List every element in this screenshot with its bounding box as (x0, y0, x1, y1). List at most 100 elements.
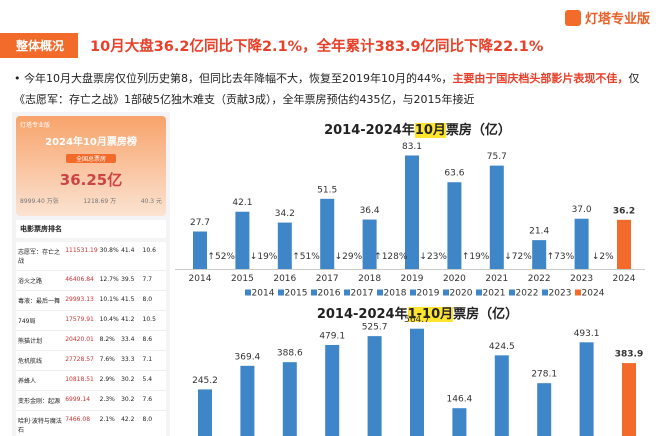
bar (282, 362, 297, 436)
table-cell: 毒液：最后一舞 (18, 298, 61, 305)
x-tick-label: 2020 (443, 274, 466, 284)
title-part: 1-10月 (407, 307, 454, 322)
data-label: 83.1 (402, 142, 422, 152)
bar (193, 231, 207, 270)
data-label: 146.4 (447, 395, 473, 405)
data-label: 27.7 (190, 218, 210, 228)
header-tag: 整体概况 (0, 32, 79, 58)
table-cell: 8.2% (99, 336, 115, 343)
data-label: 383.9 (615, 350, 643, 360)
table-cell: 变形金刚：起源 (18, 398, 61, 405)
x-tick-label: 2022 (528, 274, 551, 284)
data-label: 36.4 (360, 206, 380, 216)
header: 整体概况 10月大盘36.2亿同比下降2.1%，全年累计383.9亿同比下降22.… (0, 32, 660, 58)
title-part: 2014-2024年 (324, 123, 415, 138)
data-label: 37.0 (572, 205, 592, 215)
table-cell: 哈利·波特与魔法石 (18, 418, 62, 434)
bar (494, 355, 509, 436)
headline: 10月大盘36.2亿同比下降2.1%，全年累计383.9亿同比下降22.1% (90, 38, 544, 55)
legend-swatch (311, 289, 317, 296)
data-label: 36.2 (613, 206, 635, 216)
table-cell: 危机航线 (18, 358, 43, 365)
data-label: 278.1 (531, 370, 557, 380)
title-part: 2014-2024年 (316, 307, 408, 322)
table-cell: 熊猫计划 (18, 338, 43, 345)
bar (579, 342, 594, 436)
legend-swatch (377, 289, 383, 296)
x-tick-label: 2017 (316, 274, 339, 284)
table-cell: 111531.19 (65, 247, 98, 254)
table-cell: 33.4 (121, 336, 135, 343)
legend-label: 2015 (285, 289, 308, 299)
legend-label: 2019 (417, 289, 440, 299)
x-tick-label: 2014 (189, 274, 212, 284)
table-row: 哈利·波特与魔法石 7466.08 2.1% 42.2 8.0 (16, 411, 166, 436)
table-cell: 39.5 (121, 276, 135, 283)
growth-label: ↑73% (547, 252, 575, 262)
data-label: 493.1 (574, 329, 600, 339)
charts: 27.7 2014 42.1 2015 34.2 2016 51.5 2017 36.4 2018… (175, 142, 645, 436)
title-part: 10月 (414, 123, 446, 138)
table-cell: 10.5 (142, 316, 156, 323)
table-row: 毒液：最后一舞 29993.13 10.1% 41.5 8.0 (16, 291, 166, 311)
growth-label: ↓72% (504, 252, 532, 262)
table-cell: 浴火之路 (18, 278, 43, 285)
growth-label: ↑19% (462, 252, 490, 262)
table-row: 志愿军：存亡之战 111531.19 30.8% 41.4 10.6 (16, 242, 166, 271)
legend-label: 2018 (384, 289, 407, 299)
bar (410, 328, 424, 436)
table-cell: 8.0 (142, 416, 153, 423)
x-tick-label: 2018 (358, 274, 381, 284)
table-cell: 7.1 (142, 356, 153, 363)
legend-label: 2021 (483, 289, 506, 299)
section-title: 电影票房排名 (16, 220, 166, 238)
table-cell: 30.2 (121, 376, 135, 383)
table-cell: 10.4% (99, 316, 119, 323)
table-cell: 46406.84 (65, 276, 94, 283)
bullet-text: 仅《志愿军：存亡之战》1部破5亿独木难支（贡献3成），全年票房预估约435亿，与… (14, 72, 640, 106)
growth-label: ↓23% (419, 252, 447, 262)
table-cell: 20420.01 (65, 336, 94, 343)
legend-label: 2023 (549, 289, 572, 299)
growth-label: ↑51% (292, 252, 320, 262)
data-label: 388.6 (277, 349, 303, 359)
stats: 8999.40 万张 1218.69 万 40.3 元 (20, 196, 162, 205)
table-cell: 33.3 (121, 356, 135, 363)
growth-label: ↑128% (374, 252, 408, 262)
bar (452, 408, 467, 436)
phone-screenshot: 灯塔专业版 2024年10月票房榜 全国总票房 36.25亿 8999.40 万… (12, 112, 170, 436)
table-row: 749局 17579.91 10.4% 41.2 10.5 (16, 311, 166, 331)
logo: 灯塔专业版 (564, 8, 650, 27)
legend-swatch (245, 289, 251, 296)
table-cell: 10.6 (142, 247, 156, 254)
table-cell: 42.2 (121, 416, 135, 423)
data-label: 63.6 (444, 169, 464, 179)
table-cell: 17579.91 (65, 316, 94, 323)
table-cell: 养蜂人 (18, 378, 37, 385)
bar (405, 155, 419, 270)
table-cell: 2.1% (99, 416, 115, 423)
title-part: 票房（亿） (453, 307, 519, 322)
chart-title: 2014-2024年1-10月票房（亿） (175, 303, 660, 322)
data-label: 75.7 (487, 152, 507, 162)
bar (532, 240, 547, 270)
data-label: 525.7 (362, 323, 388, 333)
legend-swatch (278, 289, 284, 296)
bar (320, 198, 335, 270)
summary-card: 灯塔专业版 2024年10月票房榜 全国总票房 36.25亿 8999.40 万… (16, 116, 166, 216)
table-cell: 7.6% (99, 356, 115, 363)
table-cell: 7.7 (142, 276, 153, 283)
stat: 1218.69 万 (83, 198, 117, 205)
data-label: 34.2 (275, 209, 295, 219)
table-cell: 7466.08 (65, 416, 91, 423)
data-label: 424.5 (489, 342, 515, 352)
table-cell: 6999.14 (65, 396, 91, 403)
bar (367, 336, 382, 436)
table-cell: 12.7% (99, 276, 119, 283)
bullet-text: 今年10月大盘票房仅位列历史第8，但同比去年降幅不大，恢复至2019年10月的4… (24, 72, 453, 85)
bar (617, 219, 631, 270)
legend-label: 2024 (582, 289, 605, 299)
growth-label: ↓29% (335, 252, 363, 262)
table-cell: 749局 (18, 318, 36, 325)
growth-label: ↓2% (592, 252, 614, 262)
